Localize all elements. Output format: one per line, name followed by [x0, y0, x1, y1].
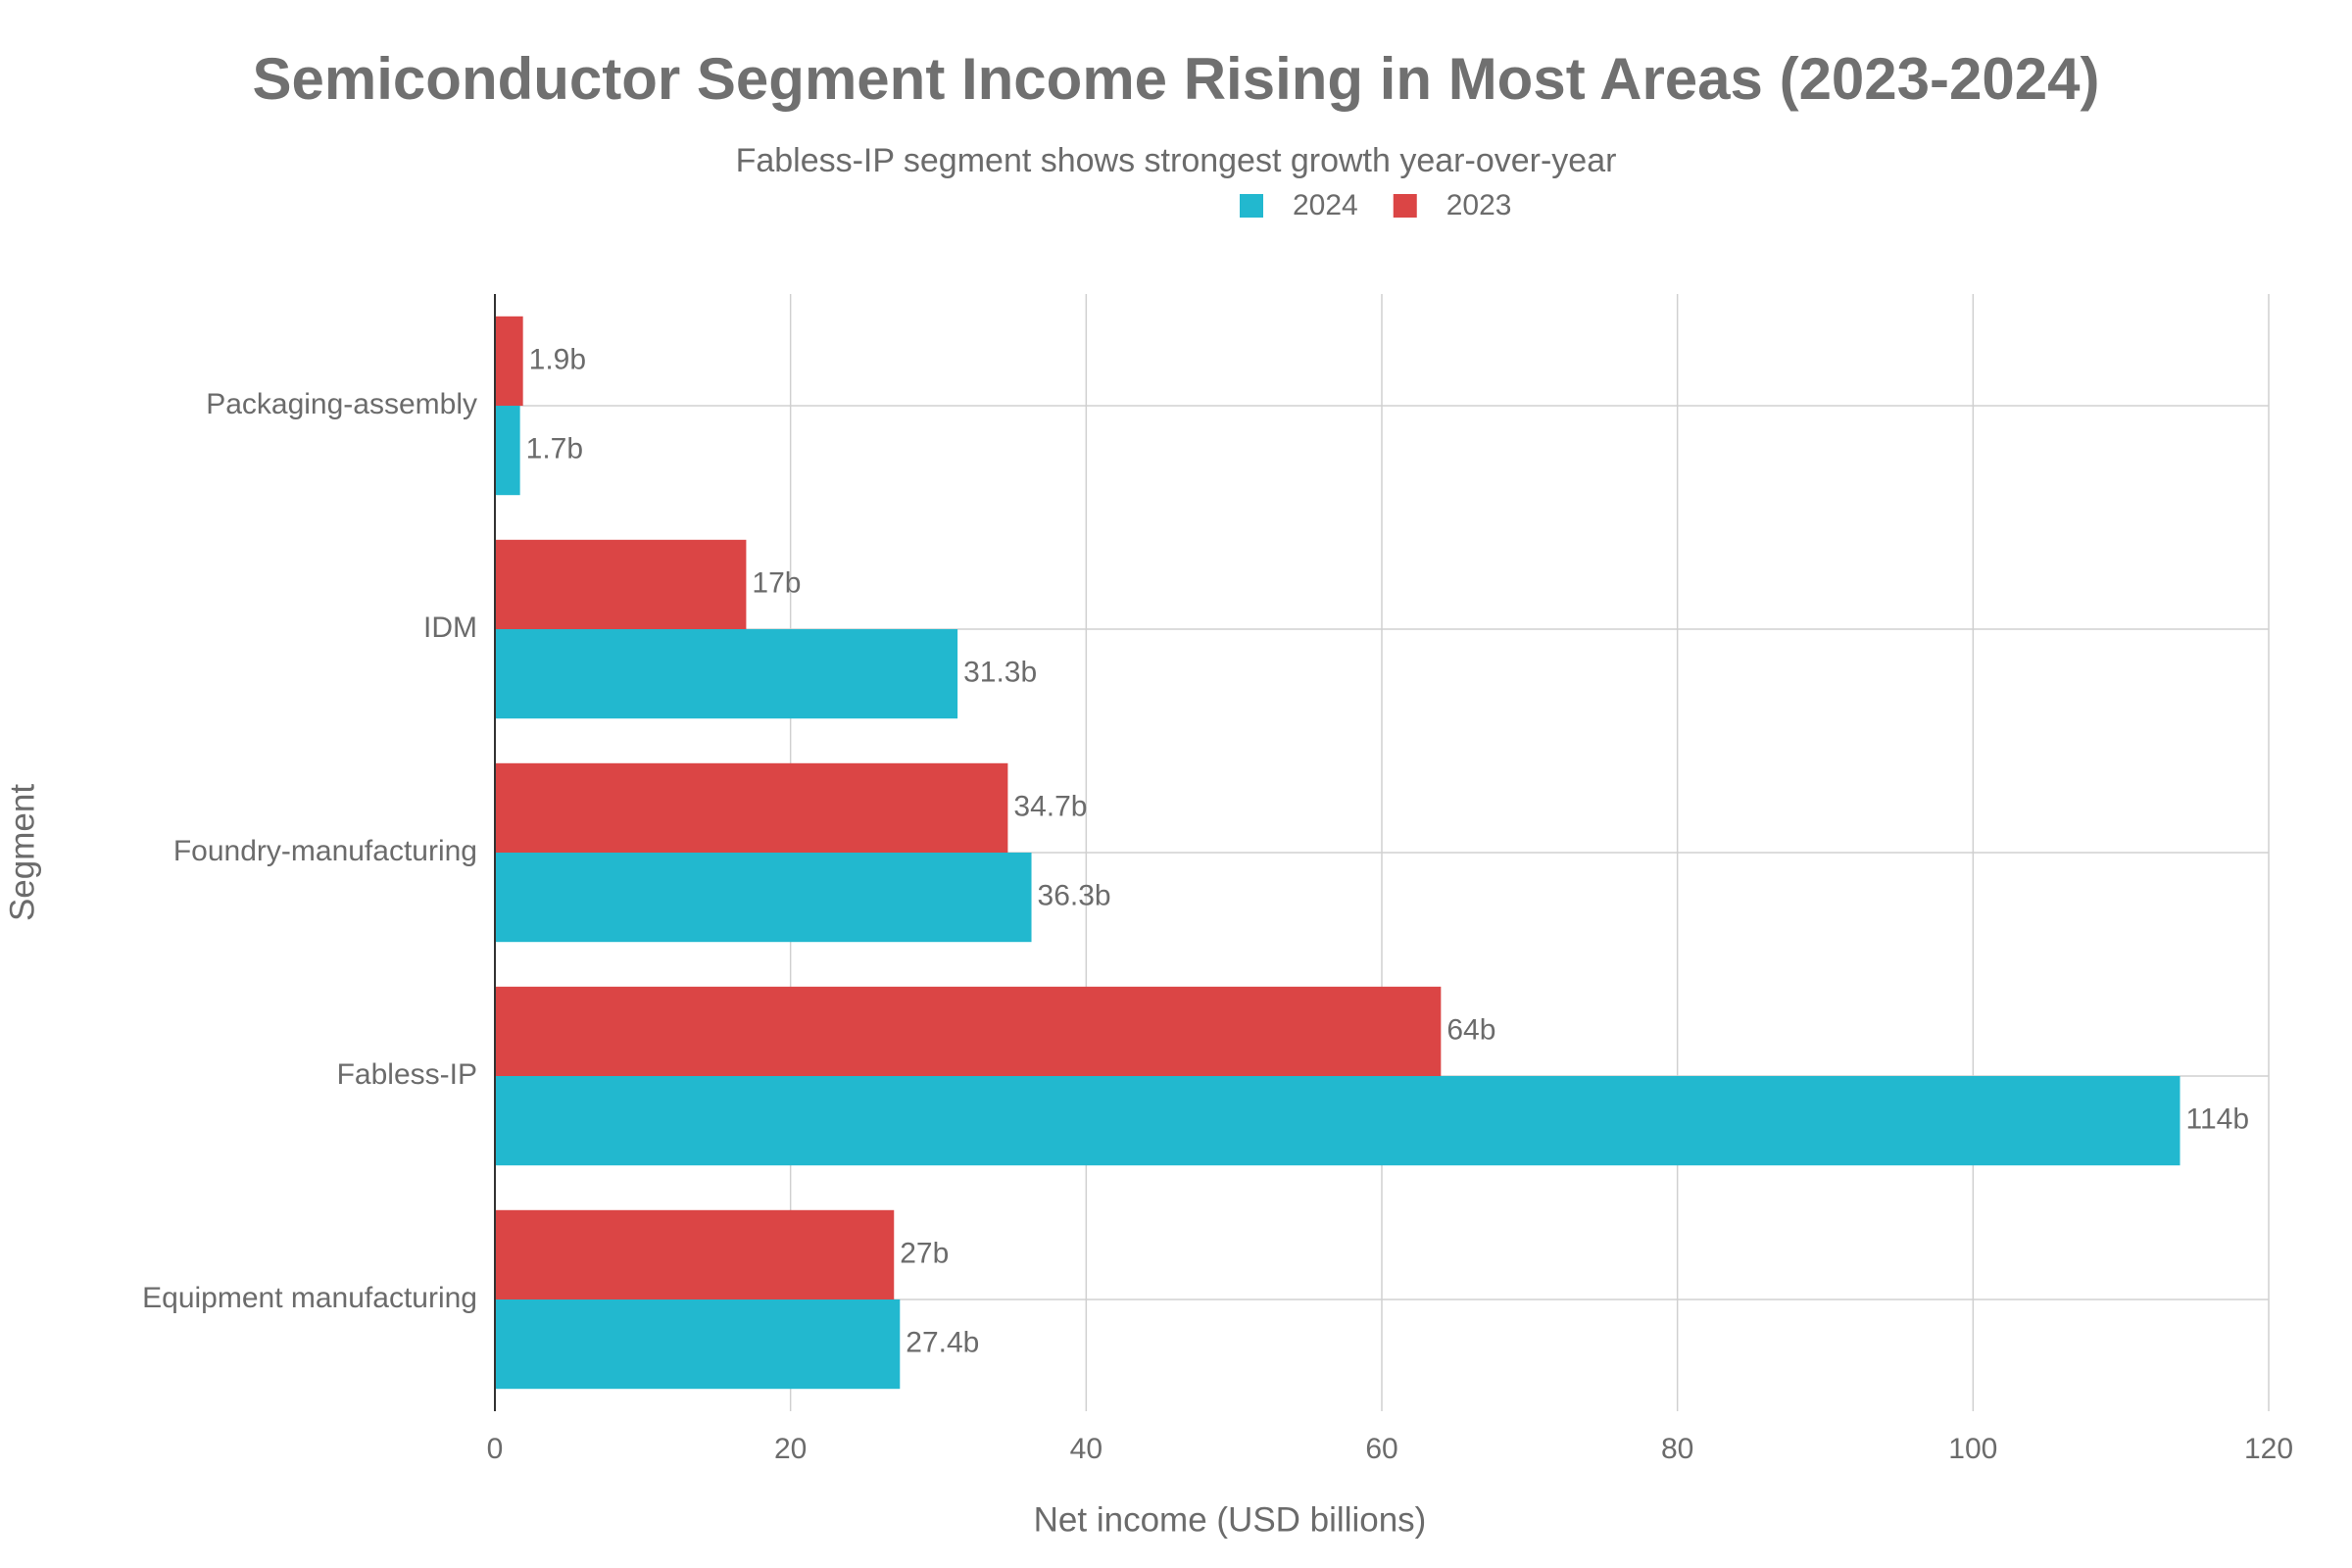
x-tick-label: 20 — [774, 1433, 807, 1465]
x-tick-label: 40 — [1070, 1433, 1102, 1465]
y-tick-label: IDM — [423, 612, 477, 644]
value-label: 36.3b — [1038, 880, 1111, 912]
y-tick-label: Equipment manufacturing — [142, 1282, 477, 1314]
value-label: 1.7b — [526, 433, 583, 466]
bar — [495, 629, 958, 719]
x-tick-label: 60 — [1365, 1433, 1397, 1465]
x-tick-label: 100 — [1948, 1433, 1997, 1465]
legend-swatch — [1393, 194, 1417, 218]
value-label: 27b — [900, 1237, 949, 1269]
y-tick-label: Foundry-manufacturing — [173, 835, 477, 867]
chart-title: Semiconductor Segment Income Rising in M… — [253, 46, 2100, 112]
bar — [495, 762, 1008, 853]
bar — [495, 316, 523, 406]
bar — [495, 853, 1032, 943]
legend-swatch — [1240, 194, 1263, 218]
bar — [495, 1076, 2180, 1166]
value-label: 64b — [1446, 1013, 1495, 1046]
value-label: 27.4b — [906, 1327, 979, 1359]
bar — [495, 406, 520, 496]
y-tick-label: Packaging-assembly — [206, 388, 477, 420]
value-label: 34.7b — [1013, 790, 1087, 822]
value-label: 17b — [752, 566, 801, 599]
bar — [495, 986, 1442, 1076]
x-tick-label: 80 — [1661, 1433, 1693, 1465]
chart-subtitle: Fabless-IP segment shows strongest growt… — [736, 142, 1617, 179]
value-label: 114b — [2186, 1103, 2250, 1136]
y-axis-title: Segment — [3, 784, 41, 921]
value-label: 1.9b — [529, 343, 586, 375]
y-tick-label: Fabless-IP — [337, 1058, 477, 1091]
legend-label: 2024 — [1293, 189, 1358, 221]
x-axis-title: Net income (USD billions) — [1034, 1500, 1427, 1539]
bar — [495, 1299, 901, 1390]
x-tick-label: 0 — [487, 1433, 504, 1465]
value-label: 31.3b — [963, 657, 1037, 689]
bar — [495, 539, 747, 629]
x-tick-label: 120 — [2244, 1433, 2293, 1465]
legend-label: 2023 — [1446, 189, 1512, 221]
bar — [495, 1209, 895, 1299]
